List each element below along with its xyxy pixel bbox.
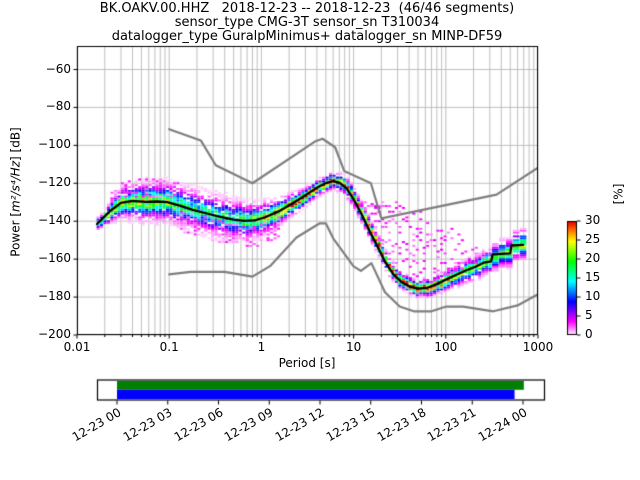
y-tick-label: −100 bbox=[38, 137, 71, 152]
colorbar-tick-label: 30 bbox=[585, 213, 601, 227]
colorbar-tick-label: 5 bbox=[585, 308, 593, 322]
y-tick-label: −180 bbox=[38, 289, 71, 304]
y-tick-label: −140 bbox=[38, 213, 71, 228]
sensor-subtitle: sensor_type CMG-3T sensor_sn T310034 bbox=[174, 15, 440, 30]
colorbar-tick-label: 15 bbox=[585, 270, 601, 284]
colorbar-tick-label: 0 bbox=[585, 327, 593, 341]
x-tick-label: 10 bbox=[345, 340, 362, 354]
x-axis-label: Period [s] bbox=[278, 356, 336, 370]
colorbar-tick-label: 10 bbox=[585, 289, 601, 303]
y-tick-label: −60 bbox=[45, 61, 71, 76]
colorbar-tick-label: 20 bbox=[585, 251, 601, 265]
y-tick-label: −120 bbox=[38, 175, 71, 190]
x-tick-label: 100 bbox=[434, 340, 458, 354]
y-tick-label: −160 bbox=[38, 251, 71, 266]
y-tick-label: −80 bbox=[45, 99, 71, 114]
x-tick-label: 0.1 bbox=[159, 340, 179, 354]
datalogger-subtitle: datalogger_type GuralpMinimus+ datalogge… bbox=[111, 29, 503, 44]
x-tick-label: 1 bbox=[257, 340, 266, 354]
page-title: BK.OAKV.00.HHZ 2018-12-23 -- 2018-12-23 … bbox=[99, 1, 515, 16]
colorbar-unit-label: [%] bbox=[611, 183, 626, 205]
x-tick-label: 1000 bbox=[522, 340, 554, 354]
colorbar-tick-label: 25 bbox=[585, 232, 601, 246]
x-tick-label: 0.01 bbox=[63, 340, 91, 354]
y-tick-label: −200 bbox=[38, 327, 71, 341]
